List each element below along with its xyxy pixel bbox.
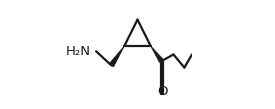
Polygon shape <box>109 46 124 67</box>
Text: O: O <box>157 85 168 98</box>
Polygon shape <box>151 46 163 62</box>
Text: H₂N: H₂N <box>66 45 91 58</box>
